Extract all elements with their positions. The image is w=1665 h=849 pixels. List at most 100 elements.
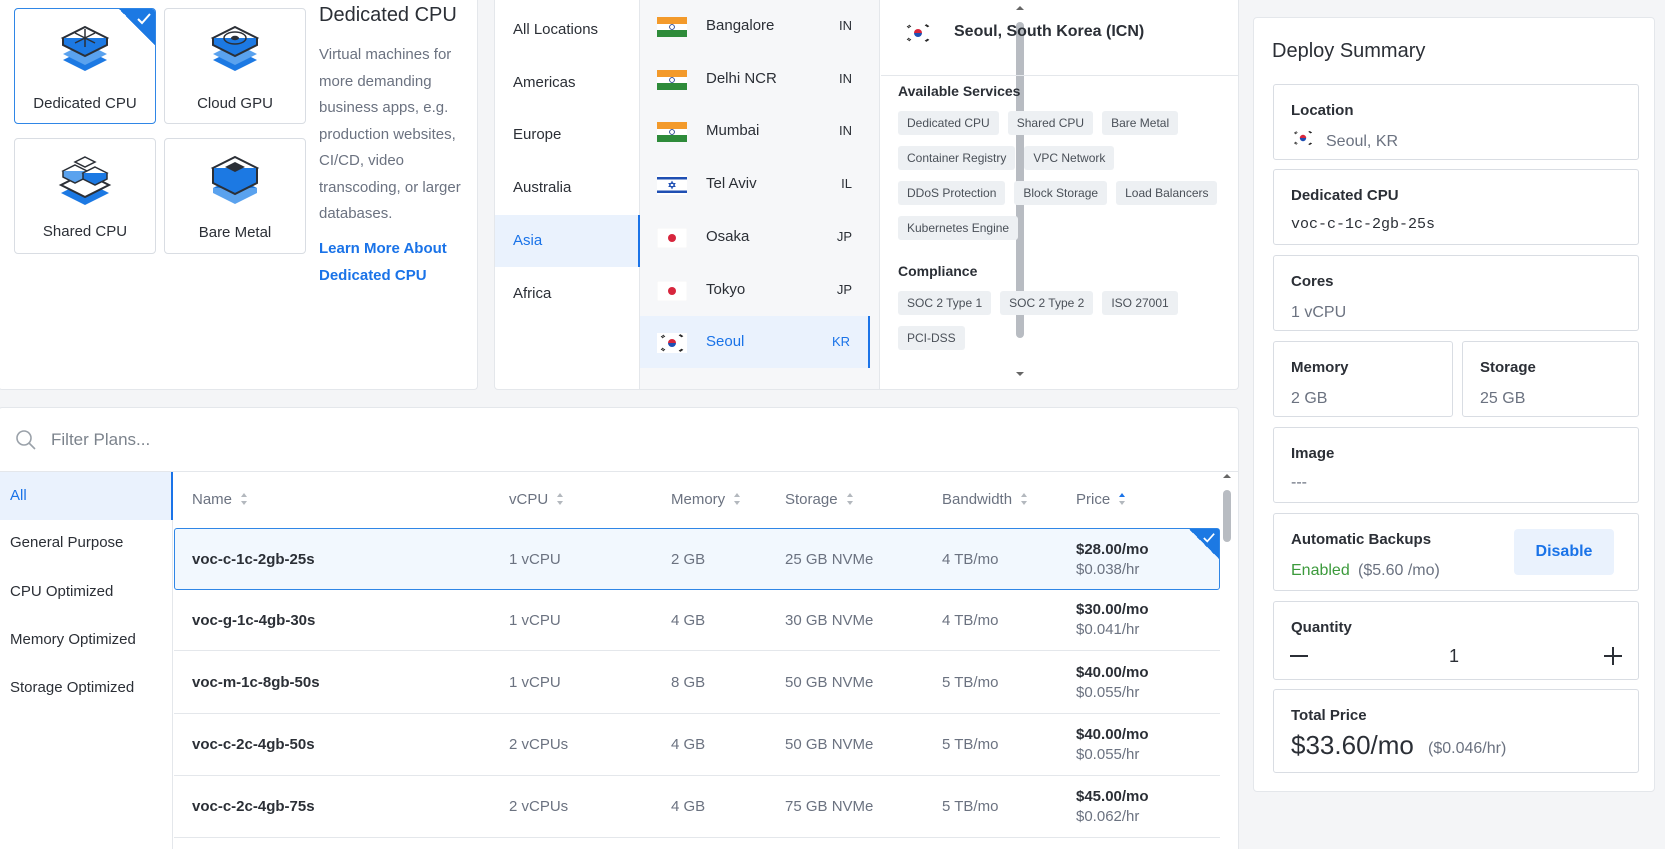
column-header-label: Storage <box>785 491 838 508</box>
category-memory-optimized[interactable]: Memory Optimized <box>10 631 136 648</box>
scroll-down-icon[interactable] <box>1015 370 1025 378</box>
column-header-storage[interactable]: Storage <box>785 472 854 528</box>
plan-vcpu: 1 vCPU <box>509 551 561 568</box>
city-name: Tel Aviv <box>706 175 757 192</box>
column-header-price[interactable]: Price <box>1076 472 1126 528</box>
plus-icon[interactable] <box>1604 647 1622 665</box>
column-header-label: vCPU <box>509 491 549 508</box>
plan-bandwidth: 4 TB/mo <box>942 551 999 568</box>
column-header-bandwidth[interactable]: Bandwidth <box>942 472 1028 528</box>
plan-row[interactable]: voc-c-1c-2gb-25s 1 vCPU 2 GB 25 GB NVMe … <box>174 528 1220 590</box>
category-cpu-optimized[interactable]: CPU Optimized <box>10 583 114 600</box>
summary-quantity: Quantity 1 <box>1273 601 1639 680</box>
region-africa[interactable]: Africa <box>513 285 552 302</box>
plan-bandwidth: 5 TB/mo <box>942 798 999 815</box>
plan-row[interactable]: voc-g-1c-4gb-30s 1 vCPU 4 GB 30 GB NVMe … <box>174 590 1220 651</box>
city-item[interactable]: Tokyo JP <box>640 264 870 316</box>
region-australia[interactable]: Australia <box>513 179 572 196</box>
city-item[interactable]: Delhi NCR IN <box>640 53 870 105</box>
region-europe[interactable]: Europe <box>513 126 562 143</box>
plan-vcpu: 2 vCPUs <box>509 736 569 753</box>
city-item[interactable]: Osaka JP <box>640 211 870 263</box>
city-code: JP <box>836 282 852 297</box>
flag-israel-icon <box>657 175 687 195</box>
flag-korea-icon <box>1291 130 1315 146</box>
region-list: All Locations Americas Europe Australia … <box>495 0 640 389</box>
sort-icon <box>846 493 853 506</box>
city-item[interactable]: Tel Aviv IL <box>640 158 870 210</box>
summary-plan-value: voc-c-1c-2gb-25s <box>1291 216 1436 233</box>
filter-plans-input[interactable] <box>51 424 551 456</box>
plan-vcpu: 1 vCPU <box>509 612 561 629</box>
plan-row[interactable]: voc-c-2c-4gb-75s 2 vCPUs 4 GB 75 GB NVMe… <box>174 776 1220 838</box>
region-all-locations[interactable]: All Locations <box>513 21 599 38</box>
plan-memory: 8 GB <box>671 674 706 691</box>
city-item[interactable]: Bangalore IN <box>640 0 870 52</box>
category-all[interactable]: All <box>0 472 173 520</box>
city-name: Osaka <box>706 228 750 245</box>
plan-name: voc-c-1c-2gb-25s <box>192 551 315 568</box>
summary-cores-value: 1 vCPU <box>1291 304 1347 321</box>
product-card-shared-cpu[interactable]: Shared CPU <box>14 138 156 254</box>
flag-japan-icon <box>657 228 687 248</box>
city-item[interactable]: Seoul KR <box>640 316 870 368</box>
summary-location: Location Seoul, KR <box>1273 84 1639 160</box>
summary-total-label: Total Price <box>1291 707 1367 724</box>
minus-icon[interactable] <box>1290 654 1308 658</box>
learn-more-link[interactable]: Learn More About Dedicated CPU <box>319 240 447 284</box>
quantity-value[interactable]: 1 <box>1448 646 1459 666</box>
city-list-scrollbar[interactable] <box>1015 0 1025 389</box>
summary-image-value: --- <box>1291 474 1307 491</box>
scroll-up-icon[interactable] <box>1015 4 1025 12</box>
scrollbar-thumb[interactable] <box>1223 490 1231 542</box>
sort-icon <box>1021 493 1028 506</box>
disable-backups-button[interactable]: Disable <box>1514 529 1614 575</box>
city-code: IN <box>839 71 852 86</box>
region-americas[interactable]: Americas <box>513 74 576 91</box>
service-chip: Bare Metal <box>1102 111 1179 135</box>
scrollbar-thumb[interactable] <box>1016 22 1024 338</box>
plan-price-hourly: $0.038/hr <box>1076 561 1140 578</box>
plan-name: voc-m-1c-8gb-50s <box>192 674 320 691</box>
compliance-title: Compliance <box>898 263 978 279</box>
scroll-up-icon[interactable] <box>1222 472 1232 480</box>
product-card-cloud-gpu[interactable]: Cloud GPU <box>164 8 306 124</box>
product-card-label: Dedicated CPU <box>33 95 137 112</box>
location-title: Seoul, South Korea (ICN) <box>954 23 1145 40</box>
plan-price: $28.00/mo $0.038/hr <box>1076 540 1149 580</box>
city-name: Bangalore <box>706 17 775 34</box>
sort-icon <box>557 493 564 506</box>
city-code: IL <box>841 176 852 191</box>
category-storage-optimized[interactable]: Storage Optimized <box>10 679 135 696</box>
plan-price: $45.00/mo $0.062/hr <box>1076 787 1149 827</box>
city-code: IN <box>839 123 852 138</box>
category-general-purpose[interactable]: General Purpose <box>10 534 124 551</box>
summary-location-label: Location <box>1291 102 1354 119</box>
region-asia[interactable]: Asia <box>495 215 640 267</box>
service-chip: Load Balancers <box>1116 181 1218 205</box>
plan-vcpu: 1 vCPU <box>509 674 561 691</box>
service-chip: Shared CPU <box>1007 111 1094 135</box>
city-name: Tokyo <box>706 281 746 298</box>
summary-plan: Dedicated CPU voc-c-1c-2gb-25s <box>1273 169 1639 245</box>
plans-panel: All General Purpose CPU Optimized Memory… <box>0 407 1239 849</box>
plan-price: $40.00/mo $0.055/hr <box>1076 663 1149 703</box>
column-header-memory[interactable]: Memory <box>671 472 741 528</box>
flag-japan-icon <box>657 281 687 301</box>
plan-row[interactable]: voc-c-2c-4gb-50s 2 vCPUs 4 GB 50 GB NVMe… <box>174 714 1220 776</box>
plans-table-scrollbar[interactable] <box>1222 472 1232 849</box>
plan-price-monthly: $28.00/mo <box>1076 541 1149 558</box>
product-card-bare-metal[interactable]: Bare Metal <box>164 138 306 254</box>
summary-storage: Storage 25 GB <box>1462 341 1639 417</box>
column-header-name[interactable]: Name <box>192 472 248 528</box>
summary-total: Total Price $33.60/mo ($0.046/hr) <box>1273 689 1639 773</box>
product-card-dedicated-cpu[interactable]: Dedicated CPU <box>14 8 156 124</box>
compliance-chip-list: SOC 2 Type 1 SOC 2 Type 2 ISO 27001 PCI-… <box>898 291 1228 350</box>
plan-row[interactable]: voc-m-1c-8gb-50s 1 vCPU 8 GB 50 GB NVMe … <box>174 652 1220 714</box>
column-header-vcpu[interactable]: vCPU <box>509 472 564 528</box>
column-header-label: Name <box>192 491 233 508</box>
plan-storage: 50 GB NVMe <box>785 736 874 753</box>
city-item[interactable]: Mumbai IN <box>640 105 870 157</box>
plan-price: $40.00/mo $0.055/hr <box>1076 725 1149 765</box>
plan-price-monthly: $40.00/mo <box>1076 726 1149 743</box>
